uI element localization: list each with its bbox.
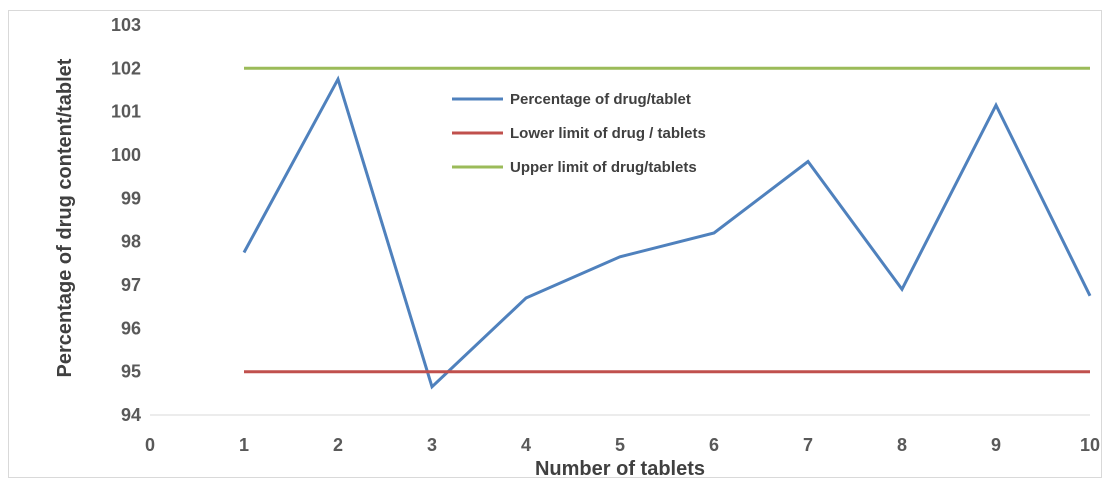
y-tick-label: 96 xyxy=(121,318,141,338)
series-lines xyxy=(242,66,1092,390)
legend-label: Percentage of drug/tablet xyxy=(510,91,691,108)
y-tick-label: 98 xyxy=(121,232,141,252)
x-tick-label: 10 xyxy=(1080,435,1100,455)
y-tick-label: 102 xyxy=(111,58,141,78)
y-tick-label: 94 xyxy=(121,405,141,425)
x-tick-label: 2 xyxy=(333,435,343,455)
x-axis-ticks: 0 1 2 3 4 5 6 7 8 9 10 xyxy=(145,435,1100,455)
x-tick-label: 5 xyxy=(615,435,625,455)
x-tick-label: 1 xyxy=(239,435,249,455)
x-tick-label: 4 xyxy=(521,435,531,455)
y-tick-label: 97 xyxy=(121,275,141,295)
chart-frame xyxy=(8,10,1102,478)
series-line-0 xyxy=(242,75,1092,390)
y-tick-label: 101 xyxy=(111,102,141,122)
x-tick-label: 3 xyxy=(427,435,437,455)
x-tick-label: 8 xyxy=(897,435,907,455)
legend-label: Lower limit of drug / tablets xyxy=(510,125,706,142)
y-axis-ticks: 94 95 96 97 98 99 100 101 102 103 xyxy=(111,15,141,425)
legend: Percentage of drug/tablet Lower limit of … xyxy=(452,91,706,176)
x-tick-label: 0 xyxy=(145,435,155,455)
y-tick-label: 103 xyxy=(111,15,141,35)
y-tick-label: 100 xyxy=(111,145,141,165)
x-tick-label: 6 xyxy=(709,435,719,455)
x-axis-title: Number of tablets xyxy=(535,458,705,480)
y-tick-label: 99 xyxy=(121,188,141,208)
legend-label: Upper limit of drug/tablets xyxy=(510,159,697,176)
y-axis-title: Percentage of drug content/tablet xyxy=(54,58,76,377)
x-tick-label: 7 xyxy=(803,435,813,455)
y-tick-label: 95 xyxy=(121,362,141,382)
x-tick-label: 9 xyxy=(991,435,1001,455)
